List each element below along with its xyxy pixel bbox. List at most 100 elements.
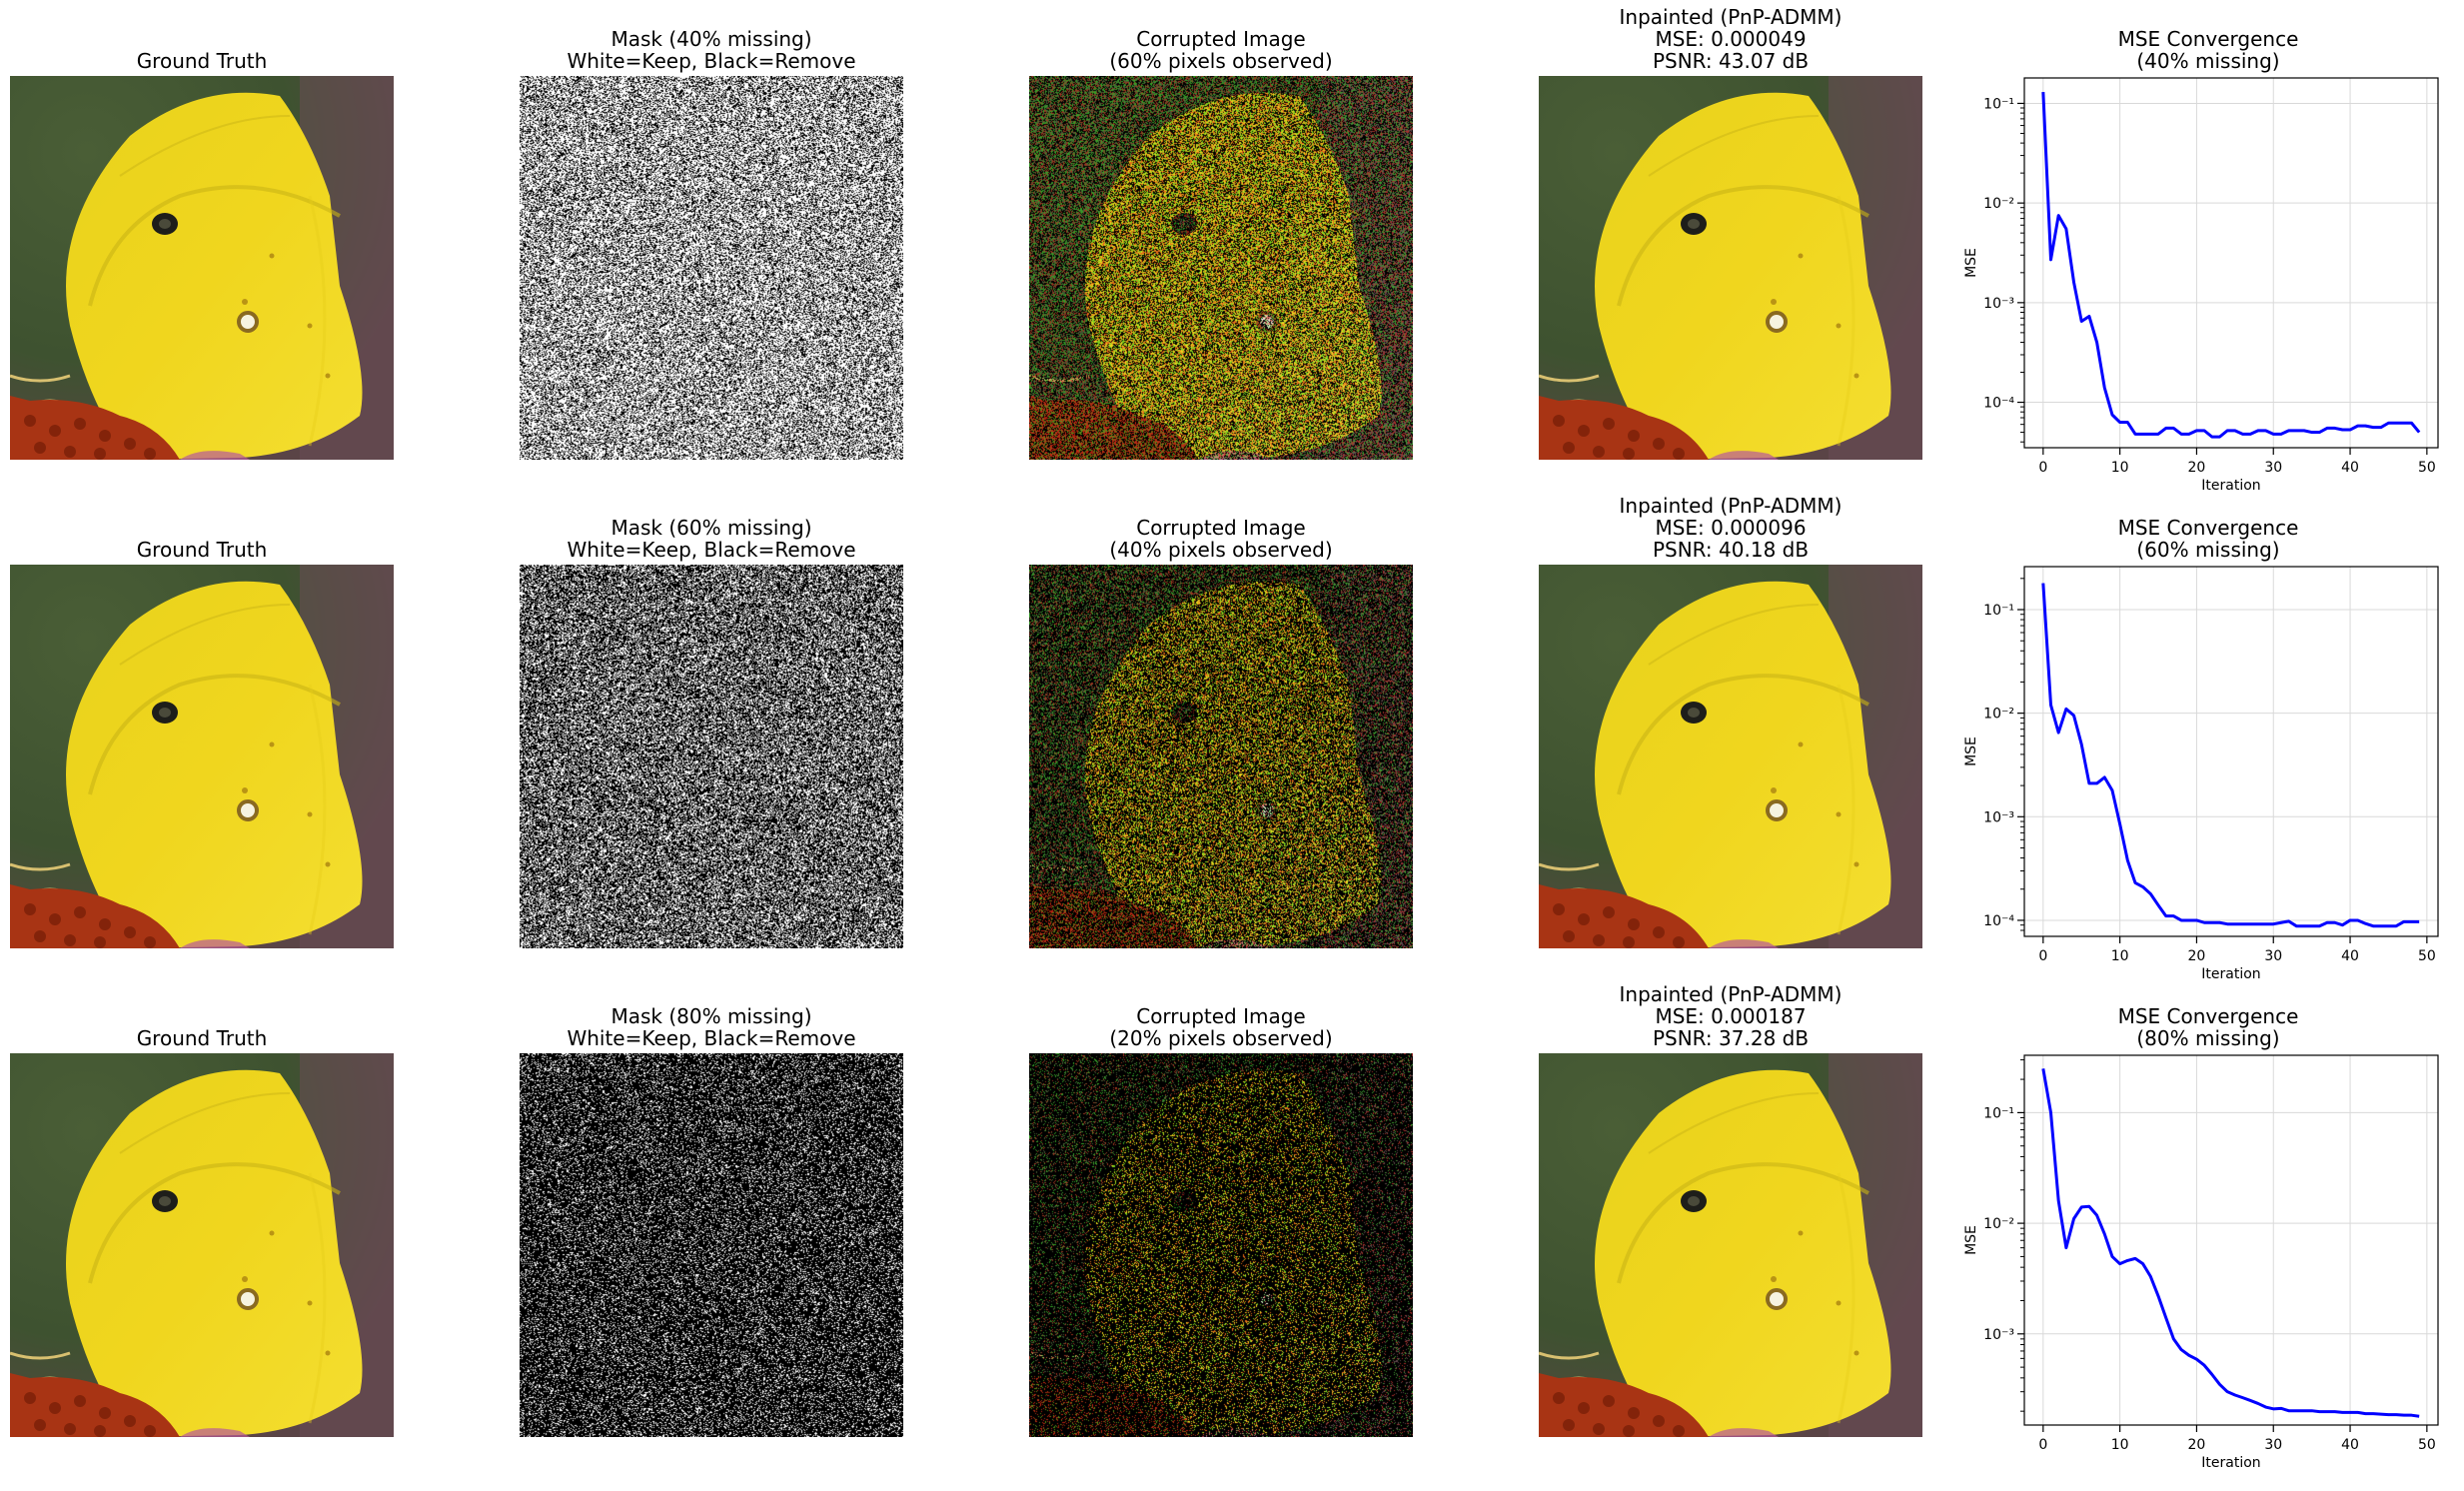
y-tick-label: 10⁻³	[1983, 1327, 2014, 1343]
y-tick-label: 10⁻⁴	[1983, 913, 2014, 929]
ground-truth-image	[10, 565, 394, 948]
mask-image	[520, 76, 903, 460]
x-tick-label: 10	[2111, 1437, 2129, 1453]
inpainted-mse: MSE: 0.000096	[1655, 516, 1807, 540]
x-tick-label: 50	[2418, 460, 2436, 476]
minor-ticks	[2020, 107, 2024, 443]
x-tick-label: 20	[2188, 460, 2206, 476]
mse-series-line	[2041, 583, 2420, 928]
corrupted-panel-row1: Corrupted Image (60% pixels observed)	[1029, 28, 1413, 468]
grid	[2024, 567, 2438, 936]
axis-ticks: 0 10 20 30 40 50 10⁻⁴ 10⁻³ 10⁻² 10⁻¹	[1983, 96, 2436, 476]
mse-convergence-chart-row3: MSE Convergence (80% missing) 0 10 20 30 40 5…	[1958, 1005, 2458, 1485]
corrupted-image	[1029, 565, 1413, 948]
inpainted-title-line1: Inpainted (PnP-ADMM)	[1619, 5, 1843, 29]
y-tick-label: 10⁻³	[1983, 809, 2014, 825]
y-tick-label: 10⁻¹	[1983, 1105, 2014, 1121]
corrupted-title-line1: Corrupted Image	[1136, 1004, 1306, 1028]
y-tick-label: 10⁻²	[1983, 707, 2014, 723]
x-tick-label: 20	[2188, 1437, 2206, 1453]
x-axis-label: Iteration	[2201, 1455, 2260, 1471]
corrupted-image	[1029, 76, 1413, 460]
y-tick-label: 10⁻³	[1983, 296, 2014, 312]
x-tick-label: 20	[2188, 948, 2206, 964]
mask-title-line2: White=Keep, Black=Remove	[567, 1026, 856, 1050]
chart-subtitle: (80% missing)	[2136, 1026, 2280, 1050]
corrupted-title-line2: (20% pixels observed)	[1109, 1026, 1333, 1050]
x-tick-label: 40	[2341, 460, 2359, 476]
inpainted-psnr: PSNR: 40.18 dB	[1652, 538, 1810, 562]
corrupted-panel-row2: Corrupted Image (40% pixels observed)	[1029, 517, 1413, 956]
minor-ticks	[2020, 578, 2024, 931]
chart-subtitle: (40% missing)	[2136, 49, 2280, 73]
axis-ticks: 0 10 20 30 40 50 10⁻³ 10⁻² 10⁻¹	[1983, 1105, 2436, 1453]
inpainted-psnr: PSNR: 43.07 dB	[1652, 49, 1810, 73]
mask-title-line1: Mask (60% missing)	[611, 516, 812, 540]
ground-truth-panel-row1: Ground Truth	[10, 50, 394, 468]
x-tick-label: 10	[2111, 948, 2129, 964]
mse-series-line	[2041, 92, 2421, 439]
mask-image	[520, 565, 903, 948]
plot-frame	[2023, 566, 2439, 937]
ground-truth-title: Ground Truth	[136, 49, 268, 73]
chart-subtitle: (60% missing)	[2136, 538, 2280, 562]
mask-panel-row3: Mask (80% missing) White=Keep, Black=Rem…	[520, 1005, 903, 1445]
inpainted-psnr: PSNR: 37.28 dB	[1652, 1026, 1810, 1050]
y-tick-label: 10⁻¹	[1983, 96, 2014, 112]
x-tick-label: 30	[2264, 460, 2282, 476]
mask-title-line1: Mask (40% missing)	[611, 27, 812, 51]
corrupted-image	[1029, 1053, 1413, 1437]
y-axis-label: MSE	[1963, 1225, 1979, 1255]
plot-frame	[2023, 1054, 2439, 1426]
x-tick-label: 50	[2418, 948, 2436, 964]
y-tick-label: 10⁻²	[1983, 1216, 2014, 1232]
mask-image	[520, 1053, 903, 1437]
ground-truth-panel-row2: Ground Truth	[10, 539, 394, 956]
minor-ticks	[2020, 1059, 2024, 1412]
x-tick-label: 0	[2038, 1437, 2047, 1453]
y-tick-label: 10⁻¹	[1983, 603, 2014, 619]
chart-title: MSE Convergence	[2117, 1004, 2299, 1028]
mse-convergence-chart-row2: MSE Convergence (60% missing) 0 10 20 30 40 5…	[1958, 517, 2458, 996]
ground-truth-panel-row3: Ground Truth	[10, 1027, 394, 1445]
corrupted-title-line1: Corrupted Image	[1136, 516, 1306, 540]
corrupted-title-line2: (60% pixels observed)	[1109, 49, 1333, 73]
mask-title-line2: White=Keep, Black=Remove	[567, 538, 856, 562]
mask-panel-row2: Mask (60% missing) White=Keep, Black=Rem…	[520, 517, 903, 956]
corrupted-title-line1: Corrupted Image	[1136, 27, 1306, 51]
x-axis-label: Iteration	[2201, 478, 2260, 494]
corrupted-title-line2: (40% pixels observed)	[1109, 538, 1333, 562]
corrupted-panel-row3: Corrupted Image (20% pixels observed)	[1029, 1005, 1413, 1445]
mse-convergence-chart-row1: MSE Convergence (40% missing) 0 10 20 30 40 5…	[1958, 28, 2458, 508]
inpainted-title-line1: Inpainted (PnP-ADMM)	[1619, 982, 1843, 1006]
inpainted-image	[1539, 1053, 1922, 1437]
inpainted-image	[1539, 76, 1922, 460]
chart-title: MSE Convergence	[2117, 516, 2299, 540]
axis-ticks: 0 10 20 30 40 50 10⁻⁴ 10⁻³ 10⁻² 10⁻¹	[1983, 603, 2436, 964]
x-tick-label: 40	[2341, 948, 2359, 964]
y-axis-label: MSE	[1963, 737, 1979, 766]
grid	[2024, 1055, 2438, 1425]
x-tick-label: 0	[2038, 460, 2047, 476]
ground-truth-image	[10, 76, 394, 460]
ground-truth-image	[10, 1053, 394, 1437]
plot-frame	[2023, 77, 2439, 449]
x-tick-label: 30	[2264, 1437, 2282, 1453]
inpainted-mse: MSE: 0.000049	[1655, 27, 1807, 51]
x-tick-label: 30	[2264, 948, 2282, 964]
ground-truth-title: Ground Truth	[136, 1026, 268, 1050]
inpainted-mse: MSE: 0.000187	[1655, 1004, 1807, 1028]
x-tick-label: 50	[2418, 1437, 2436, 1453]
x-tick-label: 40	[2341, 1437, 2359, 1453]
inpainted-panel-row3: Inpainted (PnP-ADMM) MSE: 0.000187 PSNR:…	[1539, 983, 1922, 1445]
y-axis-label: MSE	[1963, 248, 1979, 278]
x-tick-label: 10	[2111, 460, 2129, 476]
inpainted-panel-row1: Inpainted (PnP-ADMM) MSE: 0.000049 PSNR:…	[1539, 6, 1922, 468]
ground-truth-title: Ground Truth	[136, 538, 268, 562]
x-tick-label: 0	[2038, 948, 2047, 964]
y-tick-label: 10⁻⁴	[1983, 396, 2014, 412]
mask-panel-row1: Mask (40% missing) White=Keep, Black=Rem…	[520, 28, 903, 468]
mse-series-line	[2041, 1068, 2420, 1418]
mask-title-line1: Mask (80% missing)	[611, 1004, 812, 1028]
